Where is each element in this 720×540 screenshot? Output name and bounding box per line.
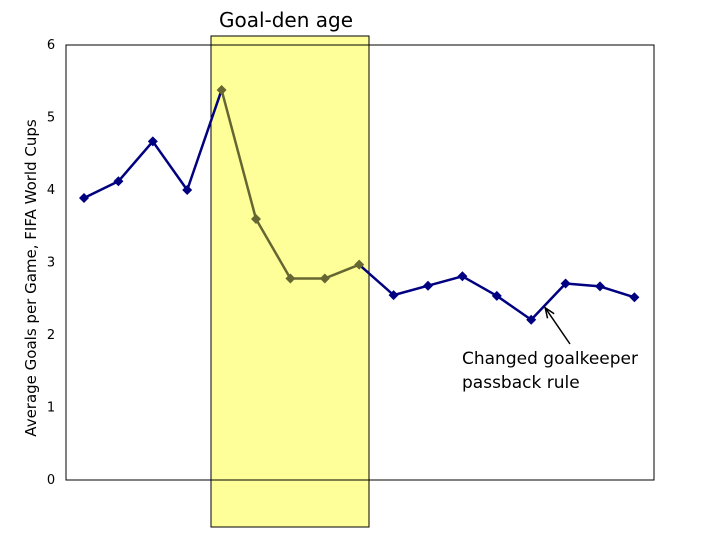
series-line-segment <box>565 282 601 288</box>
annotation-arrowhead <box>544 306 555 319</box>
series-line-segment <box>151 140 189 191</box>
series-markers <box>79 84 640 325</box>
data-point <box>423 280 433 291</box>
data-point <box>457 271 468 282</box>
data-point <box>285 273 296 284</box>
data-point <box>491 290 502 301</box>
series-line <box>83 89 635 321</box>
y-tick-label: 6 <box>47 38 55 53</box>
plot-area-frame <box>65 44 655 481</box>
series-line-segment <box>324 263 360 280</box>
annotation-arrow <box>544 307 571 345</box>
data-point <box>251 214 261 224</box>
data-point <box>79 192 89 203</box>
series-line-segment <box>83 180 119 200</box>
chart-title: Goal-den age <box>219 8 353 32</box>
series-line-segment <box>117 140 154 183</box>
data-point <box>319 273 330 284</box>
series-line-segment <box>496 294 532 321</box>
y-tick-label: 4 <box>47 183 55 198</box>
series-line-segment <box>530 282 567 321</box>
data-point <box>526 314 537 325</box>
y-axis-ticks: 0 1 2 3 4 5 6 <box>47 38 55 488</box>
series-line-segment <box>427 275 463 287</box>
series-line-segment <box>393 284 429 297</box>
y-tick-label: 5 <box>47 111 55 126</box>
series-line-segment <box>599 285 635 299</box>
annotation-text-line: passback rule <box>462 373 580 393</box>
data-point <box>595 281 605 292</box>
y-tick-label: 0 <box>47 473 55 488</box>
data-point <box>113 176 124 187</box>
data-point <box>560 278 571 289</box>
data-point <box>629 292 640 303</box>
data-point <box>182 185 193 195</box>
data-point <box>354 259 365 270</box>
series-line-segment <box>358 263 395 297</box>
series-line-segment <box>220 89 258 220</box>
annotation-text-line: Changed goalkeeper <box>462 349 638 369</box>
y-tick-label: 3 <box>47 256 55 271</box>
series-line-segment <box>461 275 498 297</box>
series-line-segment <box>186 89 223 191</box>
y-axis-label: Average Goals per Game, FIFA World Cups <box>22 119 40 437</box>
data-point <box>388 290 399 301</box>
y-tick-label: 1 <box>47 401 55 416</box>
y-tick-label: 2 <box>47 328 55 343</box>
annotation: Changed goalkeeper passback rule <box>462 306 638 393</box>
data-point <box>147 136 158 147</box>
series-line-segment <box>254 218 292 280</box>
data-point <box>216 84 227 95</box>
